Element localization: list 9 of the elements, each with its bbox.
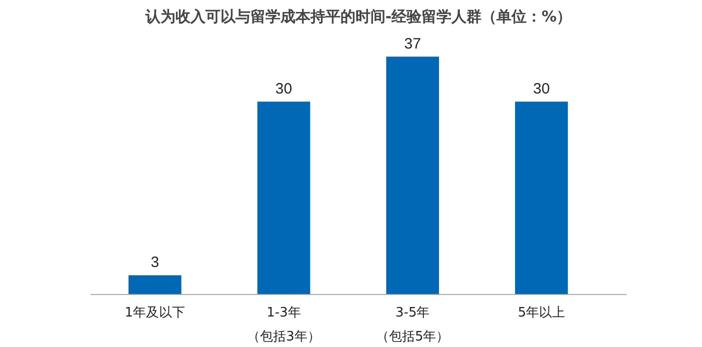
data-label: 30 — [275, 80, 292, 98]
chart-title: 认为收入可以与留学成本持平的时间-经验留学人群（单位：%） — [144, 8, 572, 26]
data-label: 37 — [404, 36, 421, 53]
x-tick-label: 1年及以下 — [124, 306, 186, 320]
x-tick-label: 1-3年（包括3年） — [247, 306, 320, 344]
x-tick-label: 3-5年（包括5年） — [376, 306, 450, 344]
data-label: 3 — [150, 254, 160, 272]
data-label: 30 — [533, 80, 550, 98]
x-tick-label: 5年以上 — [518, 306, 566, 320]
